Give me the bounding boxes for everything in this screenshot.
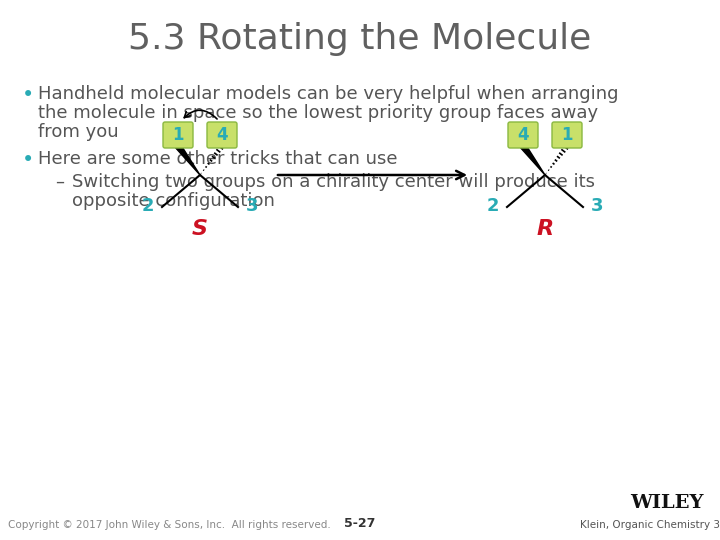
Text: S: S — [192, 219, 208, 239]
Text: Handheld molecular models can be very helpful when arranging: Handheld molecular models can be very he… — [38, 85, 618, 103]
FancyBboxPatch shape — [207, 122, 237, 148]
Text: •: • — [22, 85, 35, 105]
Text: 2: 2 — [487, 197, 499, 215]
Text: 3: 3 — [591, 197, 603, 215]
Polygon shape — [176, 144, 200, 175]
Text: 4: 4 — [216, 126, 228, 144]
Text: 2: 2 — [142, 197, 154, 215]
FancyBboxPatch shape — [163, 122, 193, 148]
FancyBboxPatch shape — [508, 122, 538, 148]
Text: from you: from you — [38, 123, 119, 141]
Text: –: – — [55, 173, 64, 191]
Text: 4: 4 — [517, 126, 528, 144]
Text: 3: 3 — [246, 197, 258, 215]
FancyBboxPatch shape — [552, 122, 582, 148]
Text: R: R — [536, 219, 554, 239]
Text: WILEY: WILEY — [630, 494, 703, 512]
Text: Here are some other tricks that can use: Here are some other tricks that can use — [38, 150, 397, 168]
Text: Copyright © 2017 John Wiley & Sons, Inc.  All rights reserved.: Copyright © 2017 John Wiley & Sons, Inc.… — [8, 520, 330, 530]
Text: 5.3 Rotating the Molecule: 5.3 Rotating the Molecule — [128, 22, 592, 56]
Text: 1: 1 — [562, 126, 572, 144]
Text: 5-27: 5-27 — [344, 517, 376, 530]
Text: 1: 1 — [172, 126, 184, 144]
Text: the molecule in space so the lowest priority group faces away: the molecule in space so the lowest prio… — [38, 104, 598, 122]
Text: Switching two groups on a chirality center will produce its: Switching two groups on a chirality cent… — [72, 173, 595, 191]
Text: •: • — [22, 150, 35, 170]
Polygon shape — [521, 144, 545, 175]
Text: opposite configuration: opposite configuration — [72, 192, 275, 210]
Text: Klein, Organic Chemistry 3e: Klein, Organic Chemistry 3e — [580, 520, 720, 530]
